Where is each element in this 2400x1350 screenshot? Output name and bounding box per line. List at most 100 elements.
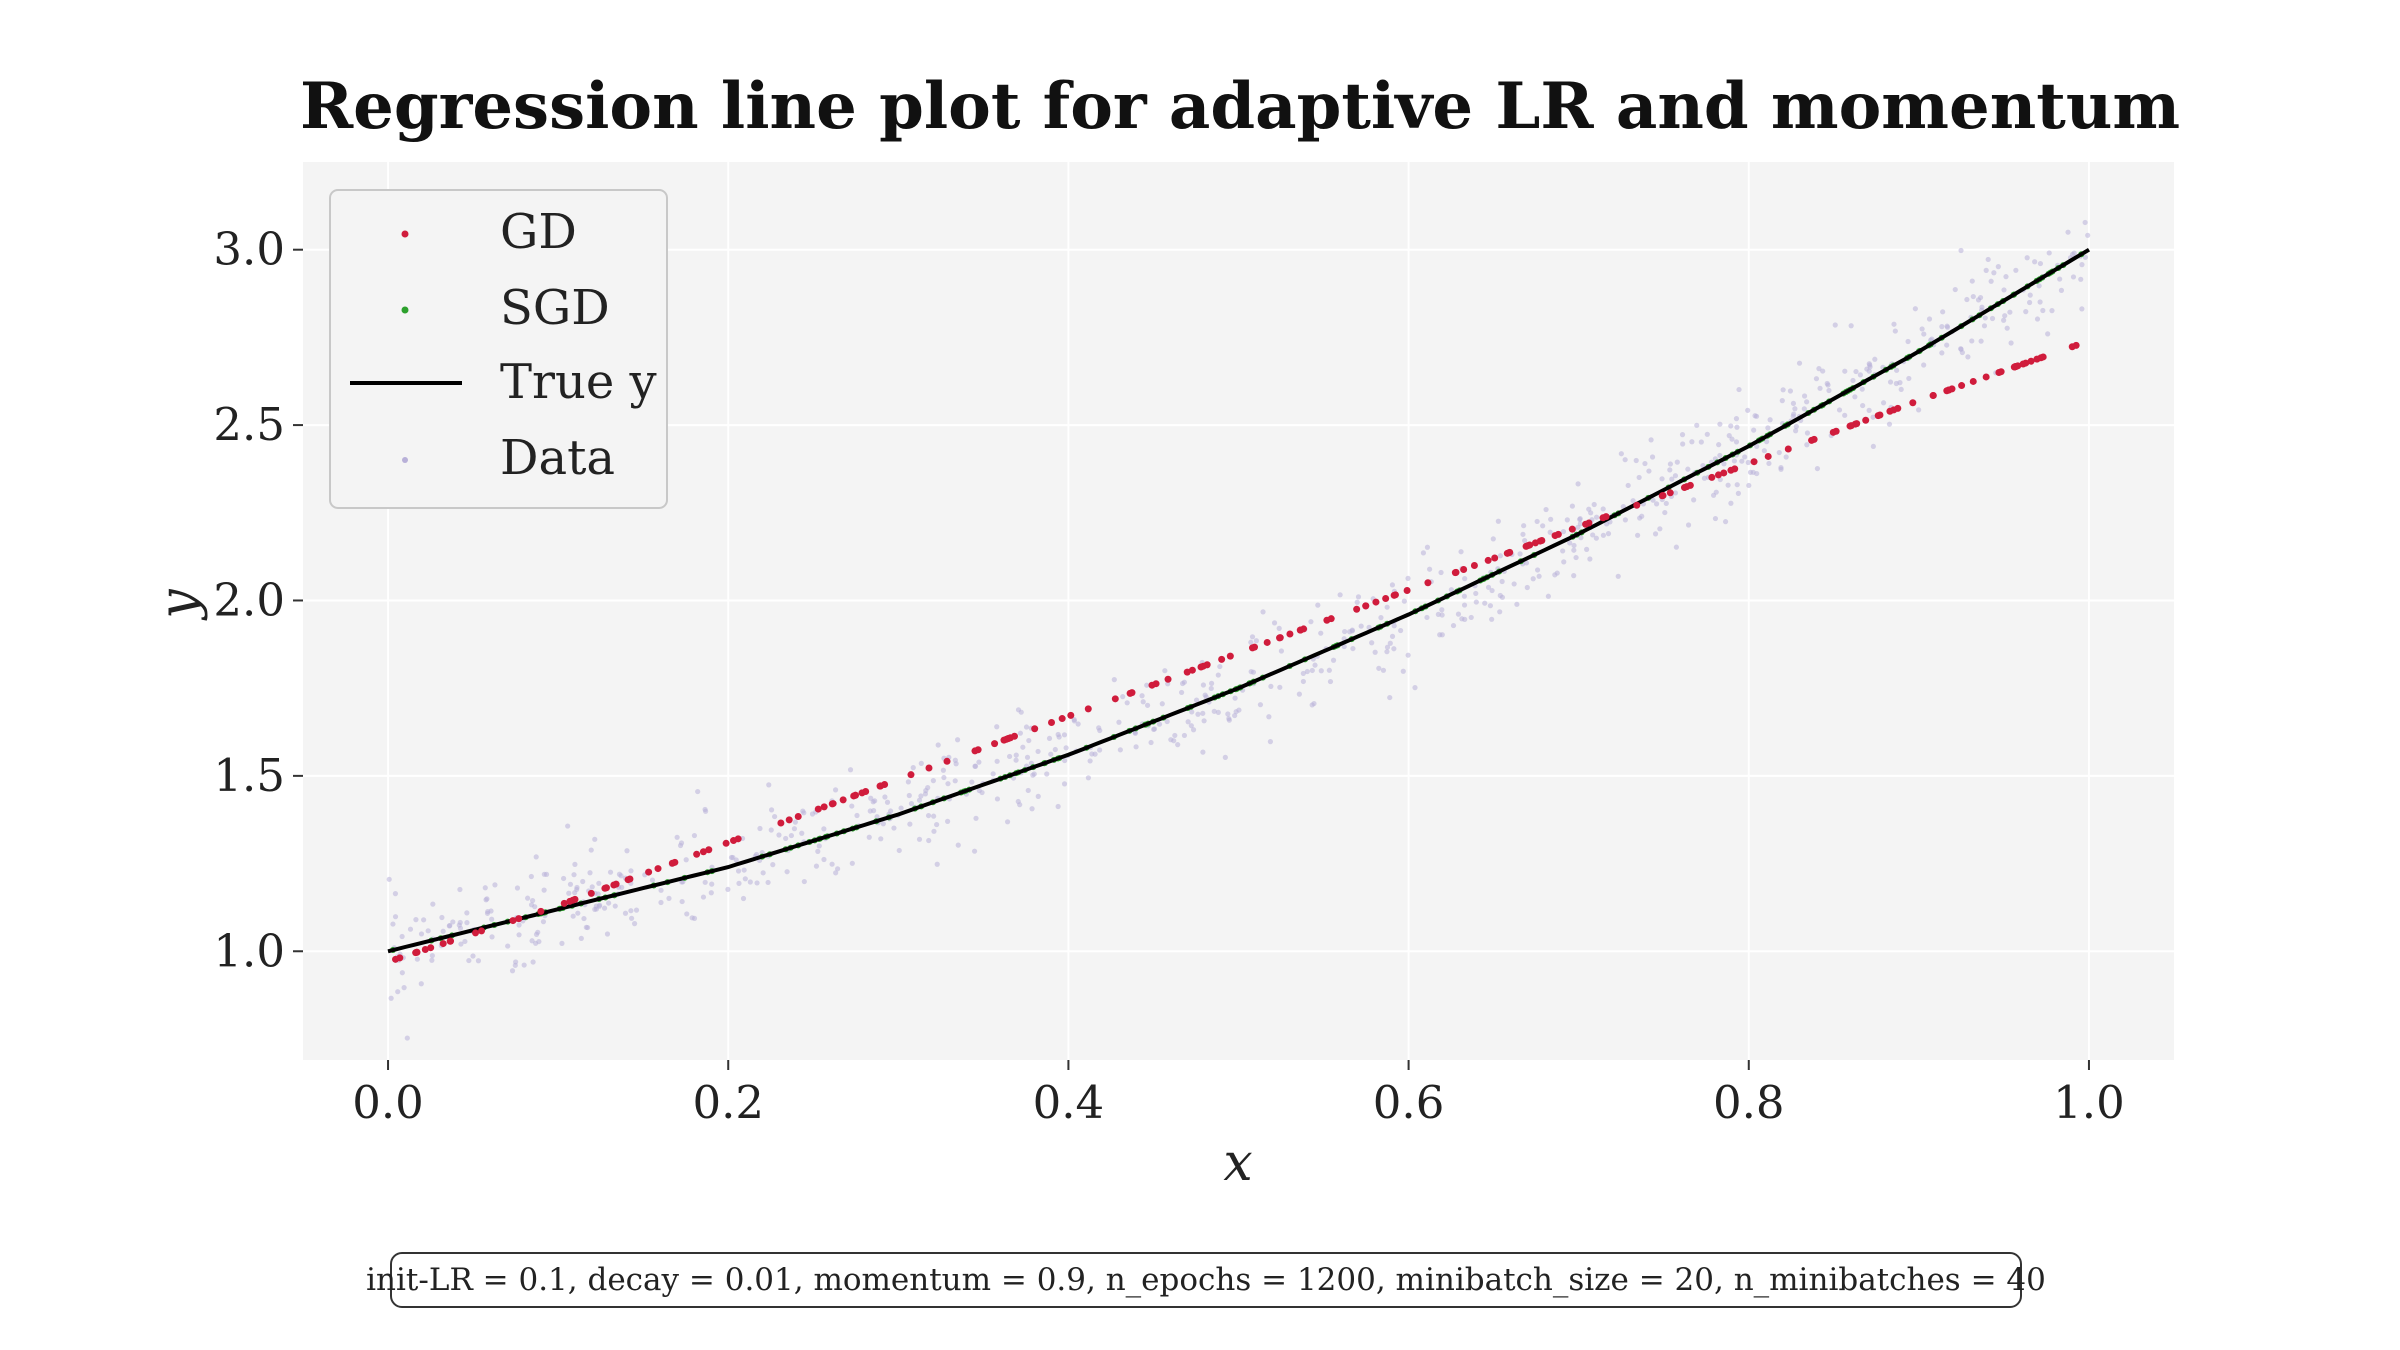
data-point: [1487, 603, 1494, 609]
data-point: [2032, 259, 2038, 265]
data-point: [578, 935, 584, 942]
data-point: [1372, 649, 1378, 655]
data-point: [1989, 315, 1996, 322]
gd-point: [1084, 705, 1092, 713]
data-point: [1412, 685, 1418, 691]
data-point: [1162, 668, 1168, 674]
gd-point: [1362, 602, 1370, 610]
data-point: [1672, 490, 1679, 496]
x-tick-label: 1.0: [2053, 1076, 2125, 1129]
data-point: [1766, 460, 1772, 467]
data-point: [791, 826, 798, 832]
data-point: [587, 870, 593, 876]
data-point: [429, 952, 435, 959]
data-point: [516, 922, 522, 928]
data-point: [575, 910, 581, 916]
data-point: [1046, 735, 1053, 742]
data-point: [1253, 638, 1259, 644]
data-point: [2008, 340, 2014, 346]
data-point: [994, 724, 1000, 730]
data-point: [740, 895, 747, 902]
data-point: [891, 825, 897, 831]
gd-point: [705, 846, 713, 854]
gd-point: [560, 899, 568, 907]
gd-point: [862, 787, 870, 795]
data-point: [1722, 519, 1729, 525]
data-point: [905, 779, 911, 785]
data-point: [1193, 697, 1200, 703]
data-point: [725, 886, 731, 892]
data-point: [525, 895, 531, 901]
data-point: [1495, 518, 1501, 524]
data-point: [2040, 307, 2046, 314]
data-point: [2004, 325, 2010, 331]
data-point: [1117, 747, 1123, 753]
data-point: [1035, 793, 1041, 799]
data-point: [945, 818, 951, 824]
data-point: [1761, 448, 1767, 454]
data-point: [1035, 748, 1041, 755]
data-point: [1179, 689, 1185, 696]
data-point: [1547, 529, 1553, 535]
data-point: [1450, 622, 1457, 629]
data-point: [952, 757, 958, 763]
data-point: [1366, 624, 1372, 630]
data-point: [1792, 406, 1798, 412]
data-point: [1548, 516, 1554, 522]
data-point: [1929, 336, 1935, 342]
data-point: [1349, 628, 1355, 634]
data-point: [561, 875, 567, 882]
gd-point: [1633, 501, 1641, 509]
data-point: [1350, 645, 1356, 652]
gd-point: [1286, 630, 1294, 638]
data-point: [1341, 643, 1347, 650]
data-point: [1489, 616, 1495, 622]
data-point: [702, 879, 708, 885]
data-point: [1048, 751, 1054, 757]
data-point: [1400, 668, 1406, 674]
data-point: [1571, 573, 1577, 579]
gd-point: [1128, 689, 1136, 697]
data-point: [1391, 646, 1397, 652]
data-point: [1575, 481, 1581, 487]
data-point: [747, 879, 753, 885]
data-point: [1716, 442, 1722, 448]
data-point: [1075, 721, 1081, 727]
data-point: [1202, 692, 1208, 698]
data-point: [505, 943, 511, 949]
data-point: [2058, 287, 2065, 293]
data-point: [918, 760, 924, 766]
data-point: [1534, 567, 1541, 573]
data-point: [1438, 569, 1444, 576]
data-point: [414, 956, 420, 962]
data-point: [485, 908, 491, 915]
data-point: [606, 900, 612, 906]
data-point: [821, 856, 827, 863]
gd-point: [1297, 626, 1305, 634]
data-point: [1439, 612, 1445, 618]
data-point: [916, 797, 923, 803]
data-point: [1188, 723, 1194, 729]
data-point: [1296, 691, 1302, 697]
data-point: [1790, 400, 1797, 407]
data-point: [1139, 693, 1145, 699]
data-point: [910, 765, 916, 771]
data-point: [1940, 309, 1946, 315]
data-point: [2027, 292, 2033, 298]
gd-point: [1524, 542, 1532, 550]
x-tick-label: 0.6: [1373, 1076, 1445, 1129]
data-point: [1779, 398, 1785, 404]
data-point: [833, 870, 839, 876]
data-point: [1593, 514, 1600, 520]
gd-point: [1969, 377, 1977, 385]
data-point: [1201, 718, 1207, 724]
data-point: [1232, 695, 1238, 701]
legend-marker-gd: [401, 230, 409, 238]
data-point: [1120, 694, 1126, 700]
data-point: [1473, 590, 1479, 597]
chart-title: Regression line plot for adaptive LR and…: [300, 69, 2180, 144]
data-point: [2082, 219, 2088, 226]
data-point: [1181, 679, 1187, 685]
data-point: [574, 884, 580, 891]
data-point: [1746, 482, 1752, 489]
